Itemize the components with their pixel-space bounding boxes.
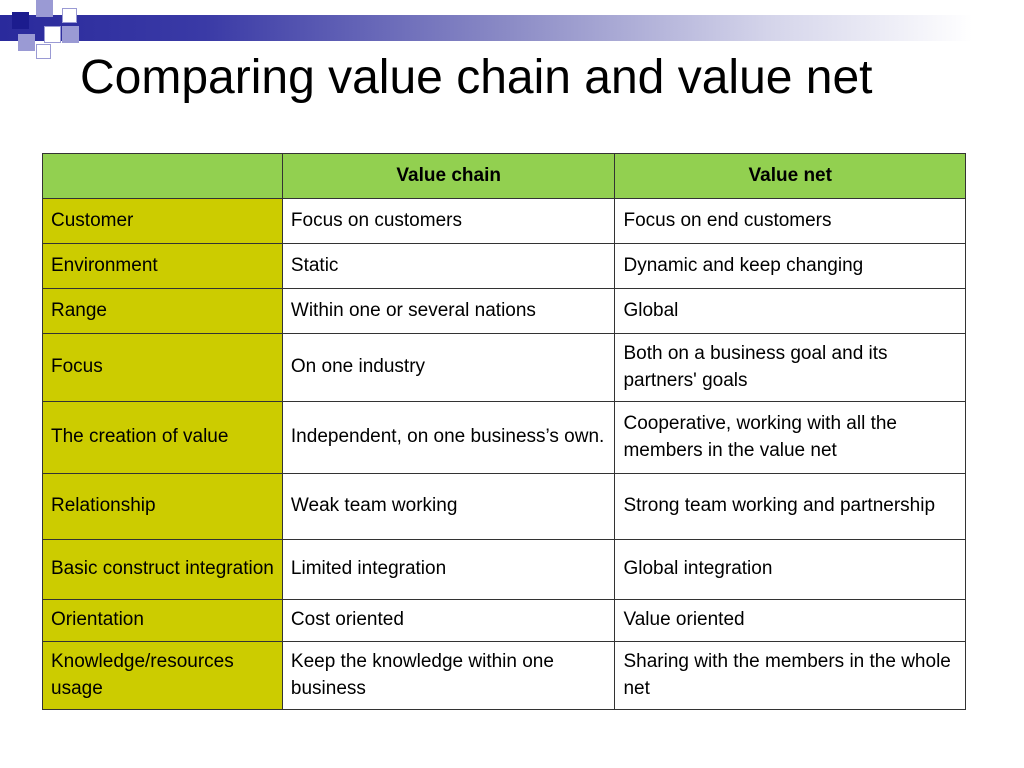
row-label: Knowledge/resources usage: [42, 641, 283, 710]
value-net-cell: Global: [614, 288, 966, 334]
value-net-cell: Dynamic and keep changing: [614, 243, 966, 289]
value-chain-cell: Limited integration: [281, 539, 616, 600]
row-label: Orientation: [42, 599, 283, 642]
row-label: The creation of value: [42, 401, 283, 474]
row-label: Focus: [42, 333, 283, 402]
table-row: Focus On one industry Both on a business…: [42, 333, 966, 402]
header-cell-empty: [42, 153, 283, 199]
decorative-square: [36, 0, 53, 17]
row-label: Range: [42, 288, 283, 334]
decorative-square: [36, 44, 51, 59]
value-net-cell: Cooperative, working with all the member…: [614, 401, 966, 474]
value-net-cell: Focus on end customers: [614, 198, 966, 244]
slide-title: Comparing value chain and value net: [80, 51, 873, 104]
decorative-square: [62, 26, 79, 43]
header-cell-value-net: Value net: [614, 153, 966, 199]
value-net-cell: Both on a business goal and its partners…: [614, 333, 966, 402]
table-row: Environment Static Dynamic and keep chan…: [42, 243, 966, 289]
value-net-cell: Strong team working and partnership: [614, 473, 966, 540]
value-chain-cell: Focus on customers: [281, 198, 616, 244]
table-row: Knowledge/resources usage Keep the knowl…: [42, 641, 966, 710]
value-chain-cell: On one industry: [281, 333, 616, 402]
value-chain-cell: Weak team working: [281, 473, 616, 540]
table-header-row: Value chain Value net: [42, 153, 966, 199]
row-label: Basic construct integration: [42, 539, 283, 600]
value-net-cell: Value oriented: [614, 599, 966, 642]
decorative-square: [18, 34, 35, 51]
table-row: Basic construct integration Limited inte…: [42, 539, 966, 600]
value-chain-cell: Static: [281, 243, 616, 289]
table-row: Relationship Weak team working Strong te…: [42, 473, 966, 540]
table-row: Orientation Cost oriented Value oriented: [42, 599, 966, 642]
value-chain-cell: Keep the knowledge within one business: [281, 641, 616, 710]
value-chain-cell: Independent, on one business’s own.: [281, 401, 616, 474]
decorative-square: [62, 8, 77, 23]
table-row: The creation of value Independent, on on…: [42, 401, 966, 474]
table-row: Range Within one or several nations Glob…: [42, 288, 966, 334]
comparison-table: Value chain Value net Customer Focus on …: [42, 153, 966, 710]
value-chain-cell: Within one or several nations: [281, 288, 616, 334]
row-label: Customer: [42, 198, 283, 244]
row-label: Relationship: [42, 473, 283, 540]
table-row: Customer Focus on customers Focus on end…: [42, 198, 966, 244]
decorative-square: [12, 12, 29, 29]
value-net-cell: Sharing with the members in the whole ne…: [614, 641, 966, 710]
header-cell-value-chain: Value chain: [281, 153, 616, 199]
value-chain-cell: Cost oriented: [281, 599, 616, 642]
value-net-cell: Global integration: [614, 539, 966, 600]
header-gradient-bar: [0, 15, 1024, 41]
row-label: Environment: [42, 243, 283, 289]
decorative-square: [44, 26, 61, 43]
